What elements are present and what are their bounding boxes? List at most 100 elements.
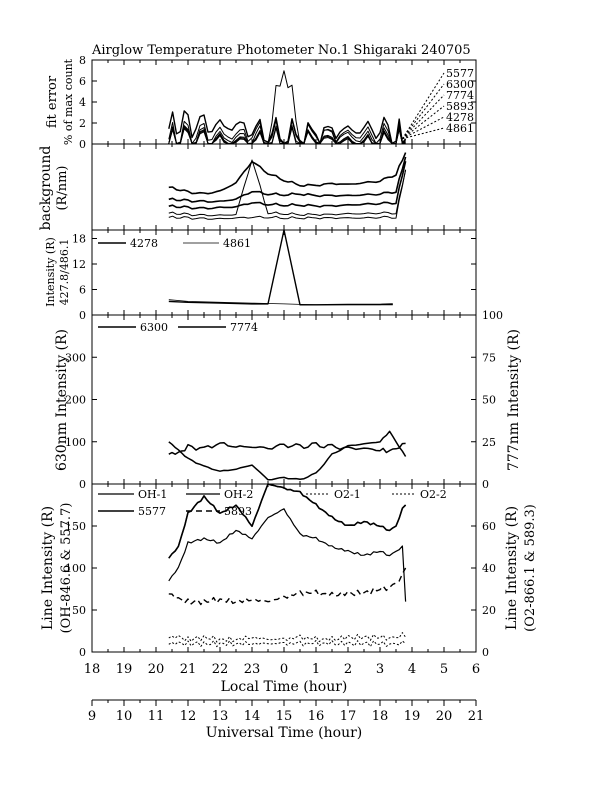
universal-time-tick-label: 19: [404, 709, 421, 724]
blue-intensity-y-tick-label: 6: [79, 284, 86, 297]
line-series-OH-1: [168, 508, 407, 602]
local-time-tick-label: 2: [344, 662, 352, 677]
universal-time-tick-label: 14: [244, 709, 261, 724]
blue-intensity-y-tick-label: 12: [72, 258, 86, 271]
line-right-y-tick-label: 60: [482, 520, 496, 533]
red-right-y-label: 777nm Intensity (R): [506, 329, 522, 471]
red-right-y-tick-label: 25: [482, 436, 496, 449]
local-time-tick-label: 1: [312, 662, 320, 677]
local-time-tick-label: 19: [116, 662, 133, 677]
line-series-5893: [168, 567, 407, 606]
red-series-7774: [168, 441, 406, 455]
red-left-y-tick-label: 100: [65, 436, 86, 449]
chart-title: Airglow Temperature Photometer No.1 Shig…: [92, 43, 471, 58]
universal-time-tick-label: 20: [436, 709, 453, 724]
universal-time-axis-label: Universal Time (hour): [206, 725, 363, 741]
line-series-OH-2: [168, 483, 407, 559]
local-time-axis-label: Local Time (hour): [221, 679, 348, 695]
legend-label-4861: 4861: [223, 237, 251, 250]
fit-error-leader-line: [402, 83, 445, 140]
universal-time-tick-label: 21: [468, 709, 485, 724]
fit-error-y-tick-label: 4: [79, 96, 86, 109]
fit-error-series-label-6300: 6300: [446, 78, 474, 91]
legend-label-7774: 7774: [230, 321, 258, 334]
fit-error-y-tick-label: 6: [79, 75, 86, 88]
fit-error-series-label-5893: 5893: [446, 100, 474, 113]
line-series-O2-2: [168, 640, 406, 648]
universal-time-tick-label: 11: [148, 709, 165, 724]
line-left-y-label: Line Intensity (R): [40, 506, 56, 630]
background-series-4278: [168, 159, 407, 217]
line-right-y-label-2: (O2-866.1 & 589.3): [523, 504, 538, 632]
local-time-tick-label: 5: [440, 662, 448, 677]
fit-error-leader-line: [402, 127, 445, 140]
fit-error-leader-line: [402, 116, 445, 140]
fit-error-series-label-7774: 7774: [446, 89, 474, 102]
universal-time-tick-label: 15: [276, 709, 293, 724]
blue-intensity-y-tick-label: 18: [72, 233, 86, 246]
fit-error-y-label-2: % of max count: [62, 58, 75, 145]
red-left-y-tick-label: 300: [65, 351, 86, 364]
legend-label-4278: 4278: [130, 237, 158, 250]
universal-time-tick-label: 17: [340, 709, 357, 724]
background-y-label: background: [38, 146, 54, 231]
local-time-tick-label: 6: [472, 662, 480, 677]
background-series-7774: [168, 161, 407, 210]
panel-frame-4: [91, 314, 477, 485]
fit-error-series-label-4278: 4278: [446, 111, 474, 124]
background-series-6300: [168, 156, 407, 203]
universal-time-tick-label: 16: [308, 709, 325, 724]
fit-error-leader-line: [402, 94, 445, 140]
line-series-5577: [168, 483, 407, 559]
local-time-tick-label: 22: [212, 662, 229, 677]
blue-intensity-y-label: Intensity (R): [44, 237, 57, 307]
background-y-label-2: (R/nm): [55, 165, 70, 210]
line-right-y-label: Line Intensity (R): [504, 506, 520, 630]
red-left-y-tick-label: 0: [79, 478, 86, 491]
fit-error-leader-line: [401, 72, 445, 140]
legend-label-o2-1: O2-1: [334, 488, 361, 501]
red-right-y-tick-label: 100: [482, 309, 503, 322]
line-left-y-label-2: (OH-846.6 & 557.7): [59, 503, 74, 634]
local-time-tick-label: 18: [84, 662, 101, 677]
universal-time-tick-label: 10: [116, 709, 133, 724]
blue-intensity-series-4861: [168, 299, 393, 306]
fit-error-series-label-4861: 4861: [446, 122, 474, 135]
blue-intensity-y-tick-label: 0: [79, 309, 86, 322]
background-series-5577: [168, 152, 407, 195]
legend-label-6300: 6300: [140, 321, 168, 334]
local-time-tick-label: 4: [408, 662, 416, 677]
red-left-y-tick-label: 200: [65, 394, 86, 407]
line-left-y-tick-label: 50: [72, 604, 86, 617]
panel-frame-2: [91, 143, 477, 231]
line-right-y-tick-label: 0: [482, 646, 489, 659]
line-left-y-tick-label: 0: [79, 646, 86, 659]
local-time-tick-label: 3: [376, 662, 384, 677]
red-series-6300: [168, 430, 407, 481]
legend-label-5577: 5577: [138, 505, 166, 518]
universal-time-tick-label: 18: [372, 709, 389, 724]
local-time-tick-label: 0: [280, 662, 288, 677]
fit-error-y-tick-label: 0: [79, 138, 86, 151]
blue-intensity-y-label-2: 427.8/486.1: [58, 239, 71, 306]
legend-label-oh1: OH-1: [138, 488, 167, 501]
line-right-y-tick-label: 20: [482, 604, 496, 617]
fit-error-y-tick-label: 8: [79, 54, 86, 67]
line-left-y-tick-label: 100: [65, 562, 86, 575]
fit-error-y-label: fit error: [45, 75, 60, 128]
red-right-y-tick-label: 50: [482, 394, 496, 407]
blue-intensity-series-4278: [168, 229, 393, 306]
local-time-tick-label: 21: [180, 662, 197, 677]
line-right-y-tick-label: 40: [482, 562, 496, 575]
legend-label-oh2: OH-2: [224, 488, 253, 501]
local-time-tick-label: 23: [244, 662, 261, 677]
fit-error-y-tick-label: 2: [79, 117, 86, 130]
line-left-y-tick-label: 150: [65, 520, 86, 533]
line-series-O2-1: [168, 632, 407, 643]
legend-label-o2-2: O2-2: [420, 488, 447, 501]
background-series-4861: [168, 169, 407, 220]
universal-time-tick-label: 9: [88, 709, 96, 724]
local-time-tick-label: 20: [148, 662, 165, 677]
legend-label-5893: 5893: [224, 505, 252, 518]
